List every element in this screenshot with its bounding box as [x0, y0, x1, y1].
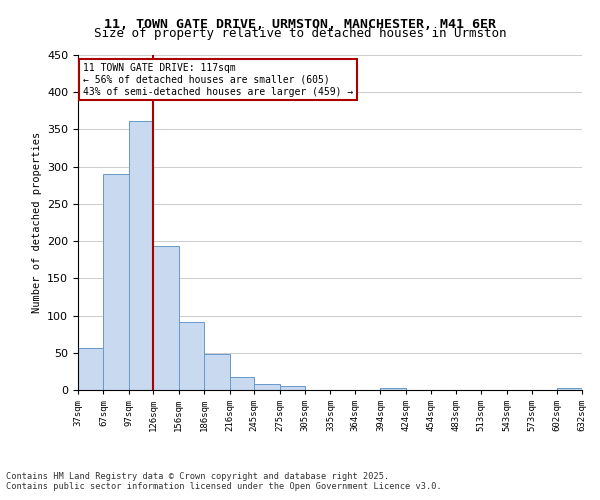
Bar: [179, 322, 204, 390]
Text: 11, TOWN GATE DRIVE, URMSTON, MANCHESTER, M41 6ER: 11, TOWN GATE DRIVE, URMSTON, MANCHESTER…: [104, 18, 496, 30]
Bar: [103, 174, 129, 390]
Bar: [557, 388, 582, 390]
Bar: [254, 384, 280, 390]
Text: 11 TOWN GATE DRIVE: 117sqm
← 56% of detached houses are smaller (605)
43% of sem: 11 TOWN GATE DRIVE: 117sqm ← 56% of deta…: [83, 64, 353, 96]
Bar: [154, 246, 179, 390]
Text: Size of property relative to detached houses in Urmston: Size of property relative to detached ho…: [94, 28, 506, 40]
Bar: [78, 348, 103, 390]
Y-axis label: Number of detached properties: Number of detached properties: [32, 132, 41, 313]
Bar: [230, 376, 254, 390]
Bar: [204, 354, 230, 390]
Bar: [129, 120, 154, 390]
Text: Contains HM Land Registry data © Crown copyright and database right 2025.
Contai: Contains HM Land Registry data © Crown c…: [6, 472, 442, 491]
Bar: [380, 388, 406, 390]
Bar: [280, 386, 305, 390]
